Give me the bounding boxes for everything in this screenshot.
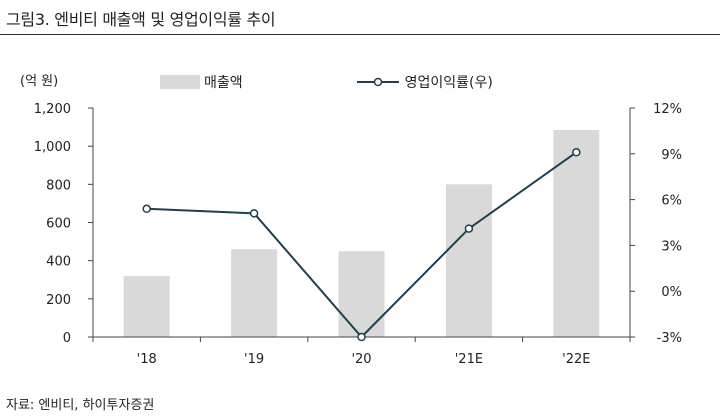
x-tick-label: '21E [455, 352, 483, 367]
legend-line-swatch [356, 77, 399, 87]
revenue-bar [231, 249, 278, 337]
margin-point [142, 204, 151, 214]
left-axis-unit: (억 원) [20, 74, 59, 89]
right-tick-label: 9% [661, 148, 682, 163]
left-tick-label: 800 [46, 178, 71, 193]
legend-item-revenue: 매출액 [160, 72, 243, 92]
revenue-bar [123, 275, 170, 337]
title-divider [0, 34, 720, 35]
revenue-bar [445, 184, 492, 337]
margin-point [464, 224, 474, 233]
chart-legend: 매출액 영업이익률(우) [160, 72, 493, 92]
left-tick-label: 1,200 [34, 102, 71, 117]
revenue-bar [338, 251, 385, 337]
right-tick-label: 6% [661, 194, 682, 209]
left-tick-label: 0 [63, 331, 71, 346]
left-tick-label: 1,000 [34, 140, 71, 155]
x-tick-label: '18 [137, 352, 157, 367]
right-tick-label: 3% [661, 239, 682, 254]
right-tick-label: 12% [653, 102, 682, 117]
revenue-bar [553, 129, 600, 337]
margin-point [357, 332, 366, 342]
legend-label-revenue: 매출액 [204, 75, 243, 91]
left-tick-label: 600 [46, 217, 71, 232]
x-tick-label: '22E [562, 352, 590, 367]
legend-item-margin: 영업이익률(우) [355, 72, 493, 92]
x-tick-label: '19 [244, 352, 264, 367]
legend-label-margin: 영업이익률(우) [404, 75, 493, 91]
right-tick-label: -3% [657, 331, 682, 346]
margin-point [249, 209, 259, 218]
legend-bar-swatch [160, 75, 200, 89]
figure-title: 그림3. 엔비티 매출액 및 영업이익률 추이 [6, 10, 276, 29]
left-tick-label: 200 [46, 293, 71, 308]
source-note: 자료: 엔비티, 하이투자증권 [6, 398, 155, 413]
x-tick-label: '20 [351, 352, 371, 367]
margin-point [572, 148, 581, 157]
left-tick-label: 400 [46, 255, 71, 270]
right-tick-label: 0% [661, 285, 682, 300]
